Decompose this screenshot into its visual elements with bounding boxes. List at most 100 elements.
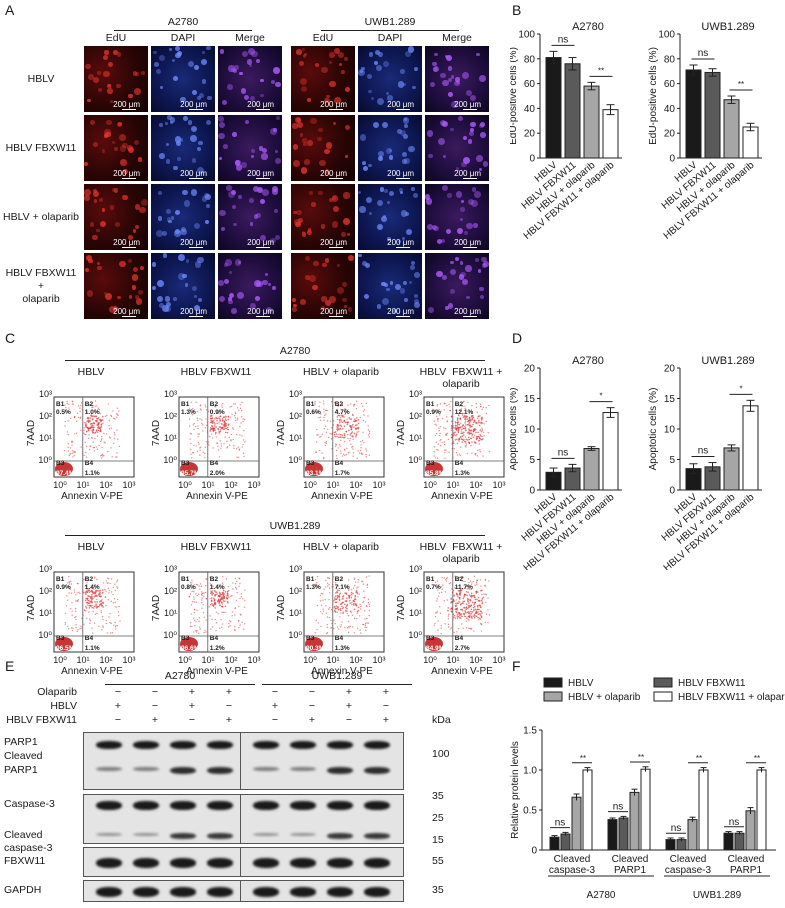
event-dot	[345, 606, 347, 609]
event-dot	[360, 444, 362, 446]
y-tick-label: 10²	[409, 411, 422, 421]
event-dot	[70, 627, 73, 629]
event-dot	[447, 438, 450, 441]
y-axis-label: EdU-positive cells (%)	[648, 47, 659, 145]
event-dot	[218, 594, 221, 597]
cell-nucleus	[165, 158, 171, 164]
cell-nucleus	[96, 71, 101, 75]
event-dot	[213, 421, 215, 424]
event-dot	[470, 628, 472, 631]
event-dot	[468, 421, 471, 424]
event-dot	[467, 612, 470, 615]
event-dot	[213, 599, 216, 601]
event-dot	[442, 584, 444, 586]
event-dot	[101, 453, 104, 456]
event-dot	[85, 593, 87, 596]
cell-nucleus	[333, 48, 340, 55]
event-dot	[316, 628, 318, 631]
cell-nucleus	[300, 167, 307, 174]
cell-nucleus	[292, 210, 297, 215]
event-dot	[197, 419, 199, 422]
event-dot	[85, 590, 87, 593]
cell-nucleus	[475, 257, 479, 262]
cell-nucleus	[328, 80, 336, 88]
cell-nucleus	[304, 159, 310, 165]
event-dot	[212, 577, 215, 579]
event-dot	[204, 452, 206, 455]
significance-label: ns	[698, 446, 709, 457]
event-dot	[475, 583, 478, 585]
event-dot	[473, 434, 476, 437]
event-dot	[328, 616, 331, 619]
event-dot	[88, 611, 90, 613]
y-tick-label: 40	[524, 104, 536, 115]
cell-nucleus	[318, 127, 323, 133]
event-dot	[209, 588, 211, 590]
event-dot	[197, 436, 199, 438]
condition-sign: +	[345, 686, 353, 698]
event-dot	[464, 580, 466, 583]
event-dot	[230, 440, 232, 442]
event-dot	[439, 444, 442, 447]
event-dot	[93, 592, 95, 595]
y-tick-label: 0	[529, 486, 535, 497]
event-dot	[446, 421, 448, 423]
event-dot	[223, 593, 226, 595]
cell-nucleus	[264, 272, 268, 277]
event-dot	[479, 618, 482, 620]
event-dot	[448, 582, 451, 585]
bar	[571, 796, 582, 851]
cell-nucleus	[302, 54, 306, 58]
event-dot	[221, 406, 224, 408]
cell-nucleus	[344, 154, 348, 159]
event-dot	[100, 610, 102, 612]
y-axis-label: 7AAD	[396, 420, 407, 446]
event-dot	[481, 593, 483, 596]
event-dot	[368, 609, 371, 612]
event-dot	[353, 403, 356, 406]
cell-nucleus	[445, 228, 451, 234]
micrograph-tile: 200 μm	[218, 253, 282, 319]
event-dot	[437, 417, 439, 420]
event-dot	[189, 432, 192, 435]
event-dot	[339, 603, 342, 606]
event-dot	[101, 628, 103, 631]
event-dot	[436, 600, 438, 602]
event-dot	[83, 427, 86, 429]
event-dot	[108, 428, 111, 430]
event-dot	[71, 440, 73, 443]
event-dot	[69, 452, 71, 455]
event-dot	[82, 452, 84, 455]
event-dot	[487, 609, 489, 611]
event-dot	[116, 585, 118, 588]
event-dot	[355, 603, 357, 605]
cell-nucleus	[141, 70, 145, 75]
bar	[723, 447, 740, 491]
event-dot	[341, 403, 344, 406]
event-dot	[319, 401, 321, 403]
event-dot	[84, 441, 86, 444]
event-dot	[340, 624, 342, 626]
cell-nucleus	[109, 205, 115, 211]
event-dot	[476, 598, 478, 601]
event-dot	[82, 578, 84, 581]
event-dot	[65, 406, 67, 409]
event-dot	[212, 447, 214, 449]
cell-nucleus	[459, 260, 464, 265]
cell-nucleus	[127, 146, 134, 154]
cell-nucleus	[364, 262, 371, 268]
row-label: HBLV FBXW11 + olaparib	[5, 266, 77, 305]
event-dot	[452, 598, 454, 601]
event-dot	[103, 441, 105, 443]
event-dot	[347, 589, 350, 591]
event-dot	[217, 428, 219, 430]
condition-sign: +	[188, 700, 196, 712]
event-dot	[222, 589, 225, 592]
event-dot	[214, 603, 216, 606]
event-dot	[198, 620, 200, 622]
event-dot	[196, 609, 198, 612]
event-dot	[210, 590, 212, 593]
event-dot	[479, 606, 482, 608]
cell-nucleus	[168, 47, 173, 52]
event-dot	[97, 605, 99, 608]
